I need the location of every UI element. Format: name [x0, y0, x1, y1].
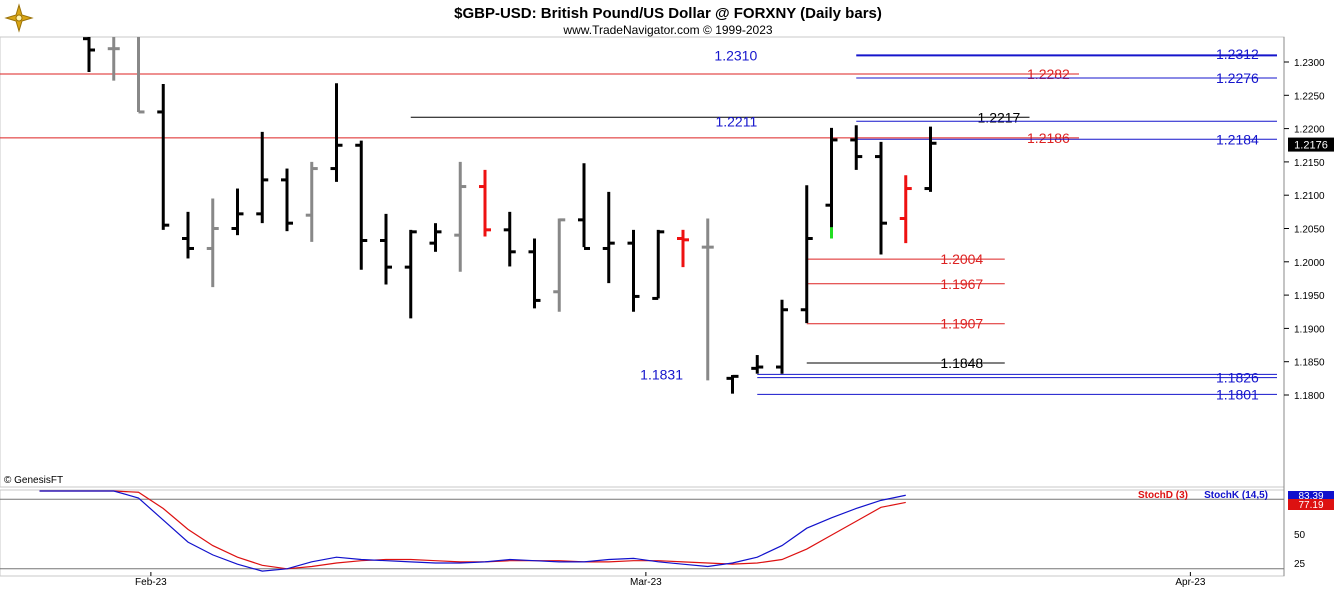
- ohlc-bar: [677, 229, 689, 268]
- y-tick-label: 1.2050: [1294, 225, 1325, 236]
- ohlc-bar: [83, 37, 95, 72]
- ohlc-bar: [825, 127, 838, 239]
- price-panel: [0, 36, 1285, 488]
- level-label: 1.1831: [640, 366, 683, 382]
- ohlc-bar: [701, 218, 714, 381]
- y-tick-label: 1.2300: [1294, 58, 1325, 69]
- y-tick-label: 1.2250: [1294, 91, 1325, 102]
- level-label: 1.2186: [1027, 130, 1070, 146]
- level-label: 1.2211: [715, 113, 757, 129]
- price-y-axis: 1.1800 1.1850 1.1900 1.1950 1.2000 1.2050 1.21…: [1284, 58, 1325, 402]
- ohlc-bar: [380, 213, 392, 285]
- legend-stochk: StochK (14,5): [1204, 490, 1268, 501]
- logo-compass-icon: [4, 3, 34, 33]
- stochd-last-label: 77.19: [1298, 500, 1323, 511]
- y-tick-label: 1.1850: [1294, 358, 1325, 369]
- price-axis: [1284, 37, 1336, 487]
- stochastic-panel: [0, 489, 1285, 577]
- price-levels: 1.2310 1.2312 1.2282 1.2276 1.2217 1.2211 1.21…: [0, 46, 1277, 402]
- ohlc-bar: [305, 161, 318, 242]
- last-price-tag: 1.2176: [1288, 137, 1334, 152]
- ohlc-bar: [429, 223, 442, 252]
- stochastic-y-tick-label: 50: [1294, 530, 1306, 541]
- ohlc-bar: [503, 211, 516, 267]
- chart-title: $GBP-USD: British Pound/US Dollar @ FORX…: [454, 5, 882, 22]
- ohlc-bar: [256, 131, 269, 224]
- level-label: 1.1801: [1216, 386, 1259, 402]
- y-tick-label: 1.1950: [1294, 291, 1325, 302]
- level-label: 1.2310: [714, 47, 757, 63]
- stochk-last-label: 83.39: [1298, 491, 1323, 502]
- level-label: 1.2276: [1216, 70, 1259, 86]
- ohlc-bar: [107, 37, 120, 81]
- x-tick-label: Mar-23: [630, 577, 662, 588]
- level-label: 1.2004: [940, 251, 983, 267]
- y-tick-label: 1.1900: [1294, 324, 1325, 335]
- level-label: 1.1848: [940, 355, 983, 371]
- x-tick-label: Apr-23: [1175, 577, 1205, 588]
- stochastic-y-tick-label: 25: [1294, 559, 1306, 570]
- ohlc-bar: [800, 185, 813, 324]
- ohlc-bar: [751, 355, 764, 374]
- ohlc-bar: [528, 238, 541, 309]
- ohlc-bar: [776, 299, 788, 374]
- ohlc-bar: [404, 229, 417, 319]
- level-label: 1.2312: [1216, 46, 1259, 62]
- level-label: 1.1826: [1216, 370, 1259, 386]
- ohlc-bar: [578, 163, 590, 250]
- ohlc-bar: [899, 175, 912, 244]
- ohlc-bar: [330, 83, 343, 182]
- y-tick-label: 1.1800: [1294, 391, 1325, 402]
- price-bars: [83, 37, 937, 394]
- ohlc-bar: [137, 37, 145, 114]
- copyright-label: © GenesisFT: [4, 475, 63, 486]
- level-label: 1.2217: [978, 109, 1021, 125]
- y-tick-label: 1.2100: [1294, 191, 1325, 202]
- x-tick-label: Feb-23: [135, 577, 167, 588]
- ohlc-bar: [281, 168, 293, 232]
- stochastic-legend: StochD (3) StochK (14,5): [1138, 490, 1268, 501]
- ohlc-bar: [726, 374, 739, 394]
- ohlc-bar: [182, 211, 194, 259]
- ohlc-bar: [602, 191, 615, 284]
- level-label: 1.1907: [940, 316, 983, 332]
- stochk-last-box: [1288, 491, 1334, 500]
- last-price-label: 1.2176: [1294, 140, 1328, 152]
- ohlc-bar: [627, 229, 640, 312]
- ohlc-bar: [553, 218, 566, 312]
- ohlc-bar: [355, 140, 368, 270]
- y-tick-label: 1.2150: [1294, 158, 1325, 169]
- legend-stochd: StochD (3): [1138, 490, 1188, 501]
- stochd-last-box: [1288, 499, 1334, 510]
- ohlc-bar: [875, 141, 887, 255]
- level-label: 1.2184: [1216, 131, 1259, 147]
- level-label: 1.1967: [940, 276, 983, 292]
- ohlc-bar: [231, 188, 244, 236]
- ohlc-bar: [924, 126, 937, 192]
- level-label: 1.2282: [1027, 66, 1070, 82]
- stochk-series-line: [39, 490, 906, 572]
- stochastic-lines: [0, 490, 1284, 572]
- ohlc-bar: [157, 83, 170, 230]
- x-axis: Feb-23 Mar-23 Apr-23: [135, 572, 1206, 588]
- ohlc-bar: [850, 125, 863, 170]
- ohlc-bar: [479, 169, 491, 237]
- y-tick-label: 1.2200: [1294, 125, 1325, 136]
- ohlc-bar: [652, 229, 665, 300]
- ohlc-bar: [206, 198, 219, 288]
- chart-subtitle: www.TradeNavigator.com © 1999-2023: [562, 23, 772, 37]
- y-tick-label: 1.2000: [1294, 258, 1325, 269]
- ohlc-bar: [454, 161, 467, 272]
